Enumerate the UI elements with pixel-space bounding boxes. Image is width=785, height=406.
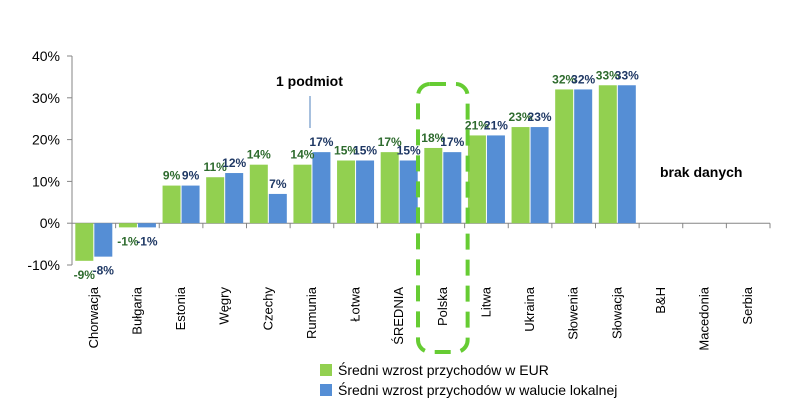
bar-local-12 xyxy=(617,85,636,224)
bar-local-6 xyxy=(356,160,375,224)
category-label: Ukraina xyxy=(522,286,537,332)
category-label: Macedonia xyxy=(697,286,712,350)
bar-eur-9 xyxy=(467,135,486,224)
category-label: Słowenia xyxy=(566,286,581,340)
bar-local-4 xyxy=(268,193,287,224)
category-label: Węgry xyxy=(217,287,232,325)
data-label-eur-10: 23% xyxy=(509,110,533,124)
y-tick-label: 30% xyxy=(32,90,60,106)
bar-eur-12 xyxy=(598,85,617,224)
data-label-local-6: 15% xyxy=(353,144,377,158)
data-label-eur-11: 32% xyxy=(552,72,576,86)
category-label: Litwa xyxy=(478,286,493,317)
bar-eur-6 xyxy=(337,160,356,224)
data-label-eur-9: 21% xyxy=(465,118,489,132)
bar-eur-3 xyxy=(206,177,225,224)
category-label: B&H xyxy=(653,287,668,314)
bar-local-11 xyxy=(574,89,593,224)
highlight-box-polska xyxy=(416,82,470,354)
category-label: Słowacja xyxy=(609,286,624,339)
bars-layer xyxy=(75,85,636,261)
data-label-eur-5: 14% xyxy=(290,148,314,162)
data-label-eur-1: -1% xyxy=(117,234,139,248)
data-label-local-7: 15% xyxy=(397,144,421,158)
data-label-local-0: -8% xyxy=(93,264,115,278)
axis-layer: -10% 0% 10% 20% 30% 40% xyxy=(27,48,771,273)
bar-eur-8 xyxy=(424,147,443,224)
data-label-eur-6: 15% xyxy=(334,144,358,158)
annotation-one-entity: 1 podmiot xyxy=(276,73,343,89)
data-label-eur-7: 17% xyxy=(378,135,402,149)
y-tick-label: 40% xyxy=(32,48,60,64)
bar-local-3 xyxy=(225,173,244,224)
data-labels-layer: -9%-1%9%11%14% 14% 15%17% 18%21%23%32% 33%-8… xyxy=(74,68,640,282)
data-label-eur-12: 33% xyxy=(596,68,620,82)
bar-eur-11 xyxy=(555,89,574,224)
y-tick-label: 0% xyxy=(40,215,60,231)
category-label: Bułgaria xyxy=(129,286,144,334)
annotation-no-data: brak danych xyxy=(660,164,742,180)
data-label-eur-3: 11% xyxy=(204,160,228,174)
data-label-local-9: 21% xyxy=(484,118,508,132)
bar-eur-7 xyxy=(380,152,399,224)
data-label-local-12: 33% xyxy=(615,68,639,82)
bar-local-7 xyxy=(399,160,418,224)
y-tick-label: 20% xyxy=(32,132,60,148)
legend-label-eur: Średni wzrost przychodów w EUR xyxy=(338,361,549,378)
legend-swatch-eur xyxy=(320,364,332,376)
bar-eur-4 xyxy=(249,164,268,224)
bar-eur-0 xyxy=(75,223,94,261)
data-label-local-8: 17% xyxy=(440,135,464,149)
bar-eur-5 xyxy=(293,164,312,224)
data-label-local-5: 17% xyxy=(309,135,333,149)
data-label-local-3: 12% xyxy=(222,156,246,170)
category-labels-layer: Chorwacja Bułgaria Estonia Węgry Czechy Rumun… xyxy=(86,286,755,350)
category-label: Łotwa xyxy=(348,286,363,321)
category-label: Rumunia xyxy=(304,286,319,339)
data-label-local-10: 23% xyxy=(528,110,552,124)
y-tick-label: 10% xyxy=(32,173,60,189)
data-label-eur-4: 14% xyxy=(247,148,271,162)
category-label: Polska xyxy=(435,286,450,326)
legend-label-local: Średni wzrost przychodów w walucie lokal… xyxy=(338,381,617,398)
bar-eur-10 xyxy=(511,127,530,224)
bar-eur-2 xyxy=(162,185,181,224)
legend-swatch-local xyxy=(320,384,332,396)
bar-eur-1 xyxy=(118,223,137,228)
category-label: Estonia xyxy=(173,286,188,330)
bar-local-5 xyxy=(312,152,331,224)
category-label: Serbia xyxy=(740,286,755,324)
bar-local-9 xyxy=(486,135,505,224)
data-label-local-1: -1% xyxy=(136,234,158,248)
data-label-local-11: 32% xyxy=(571,72,595,86)
data-label-eur-0: -9% xyxy=(74,268,96,282)
data-label-eur-2: 9% xyxy=(163,169,181,183)
category-label: Chorwacja xyxy=(86,286,101,348)
legend: Średni wzrost przychodów w EUR Średni wz… xyxy=(320,361,617,398)
category-label: Czechy xyxy=(260,287,275,331)
category-label: ŚREDNIA xyxy=(391,287,406,345)
bar-local-0 xyxy=(94,223,113,257)
bar-local-8 xyxy=(443,152,462,224)
bar-local-2 xyxy=(181,185,200,224)
data-label-local-2: 9% xyxy=(182,169,200,183)
y-tick-label: -10% xyxy=(27,257,60,273)
data-label-local-4: 7% xyxy=(269,177,287,191)
bar-local-10 xyxy=(530,127,549,224)
data-label-eur-8: 18% xyxy=(421,131,445,145)
bar-local-1 xyxy=(137,223,156,228)
